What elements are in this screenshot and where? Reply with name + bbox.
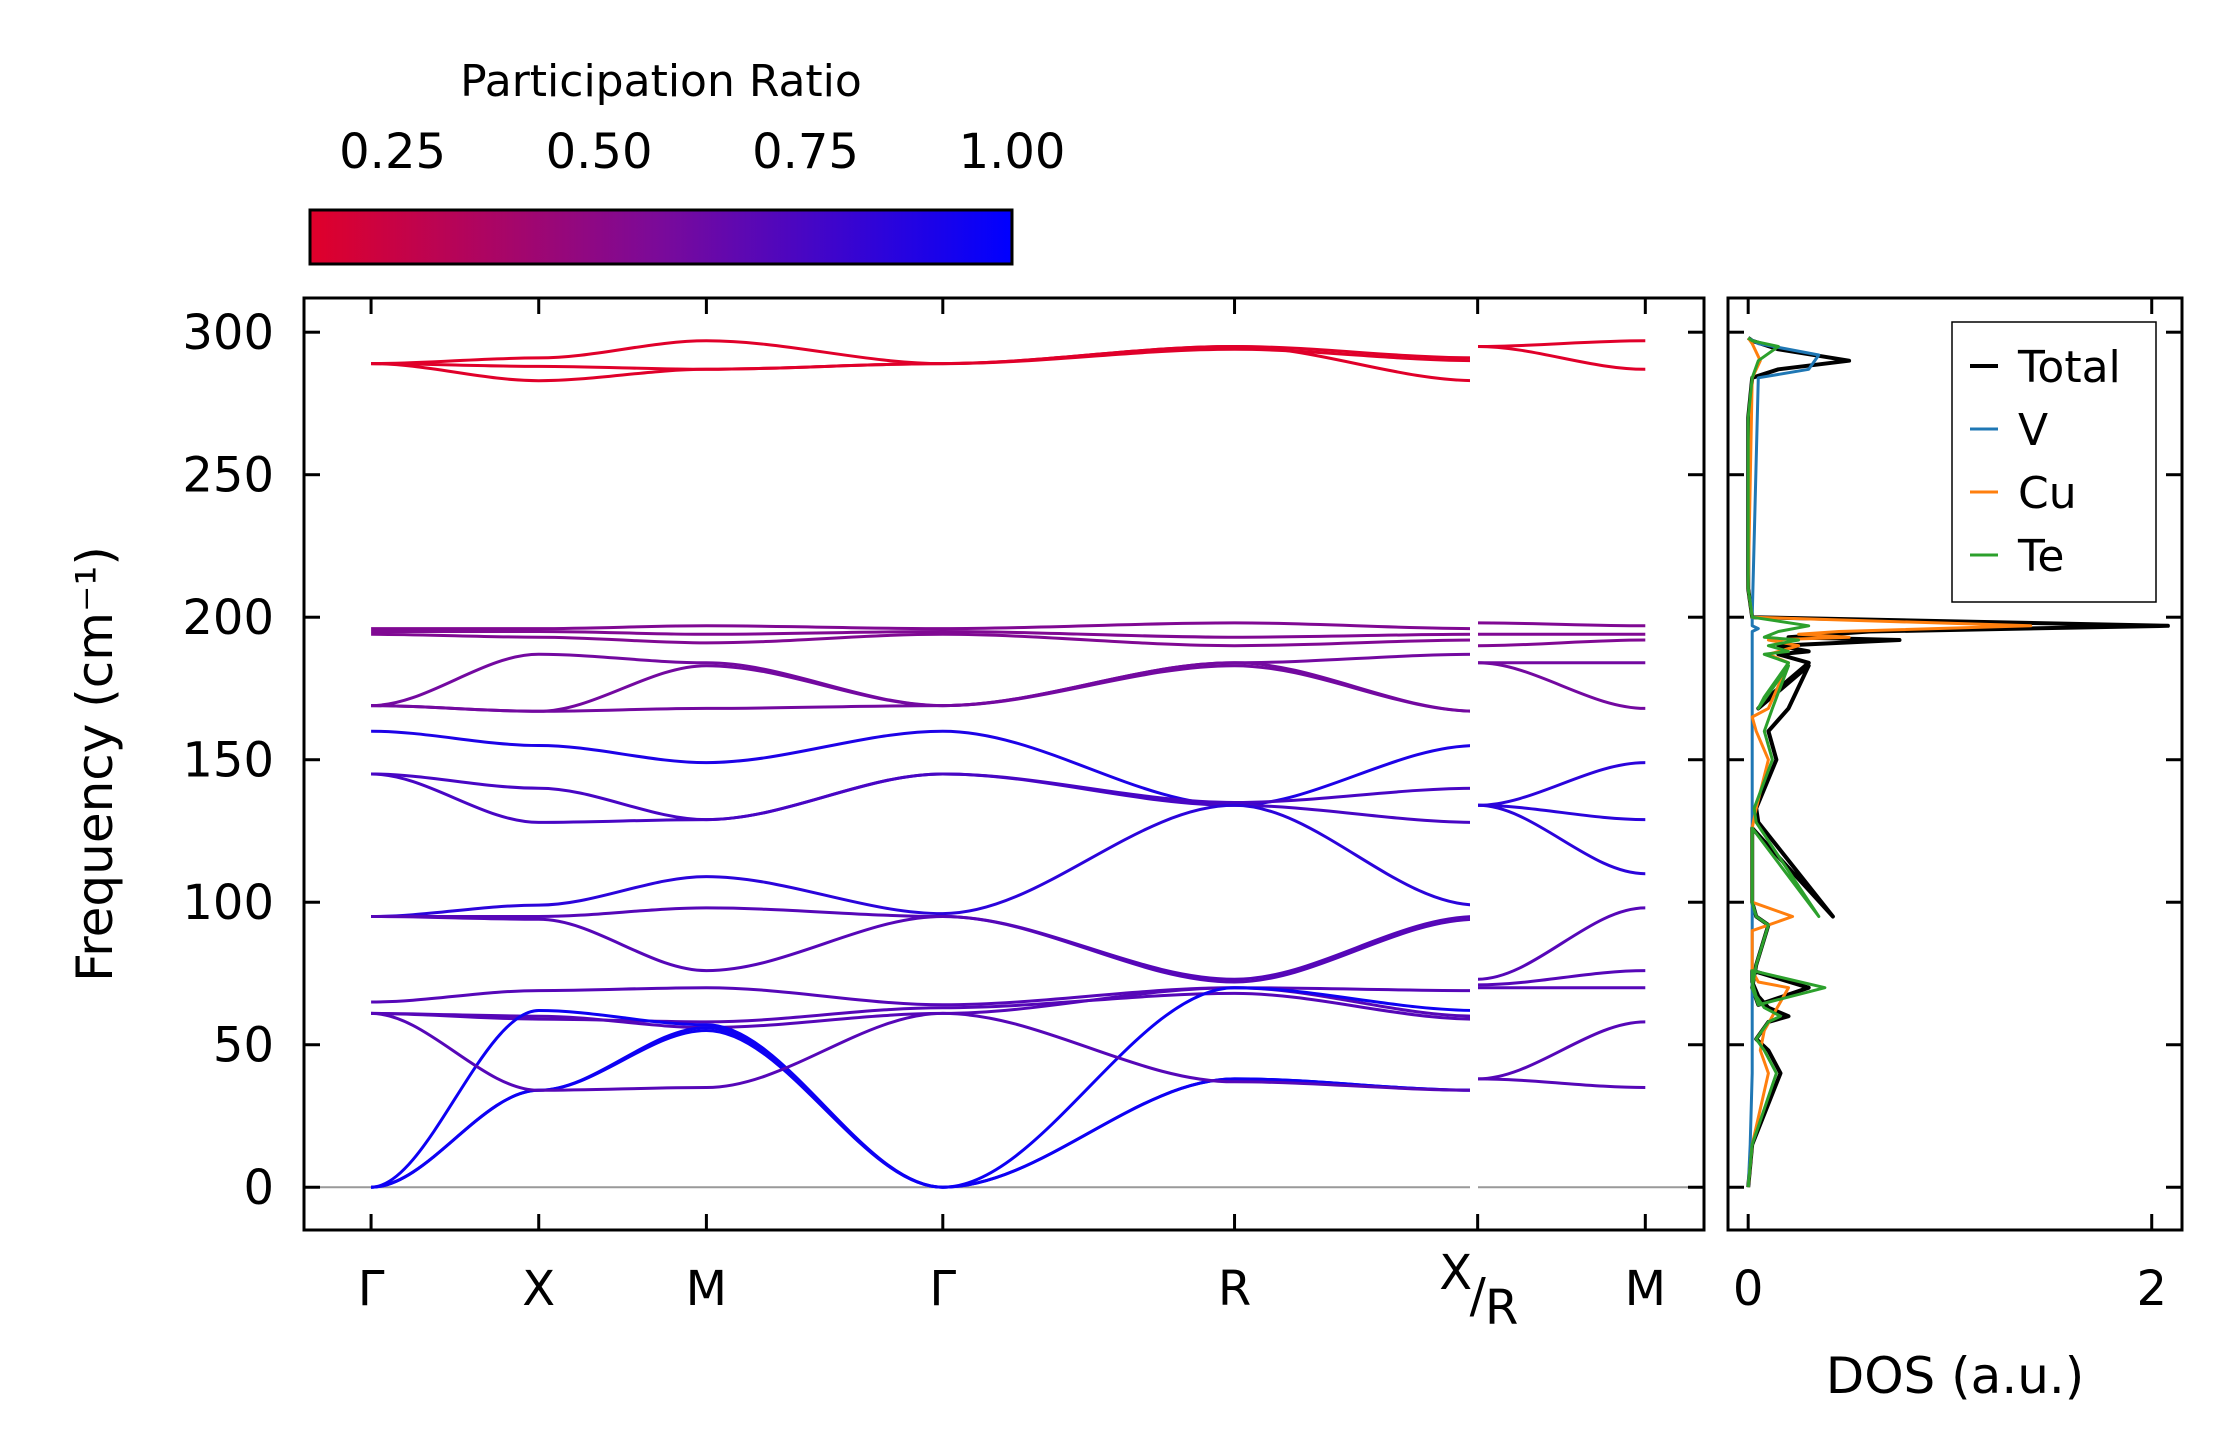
phonon-branch-6 (371, 629, 1478, 639)
phonon-branch-26 (1477, 969, 1646, 987)
dos-axis-label: DOS (a.u.) (1826, 1347, 2085, 1405)
colorbar-gradient (308, 208, 1014, 266)
legend-label-te: Te (2017, 531, 2064, 582)
y-tick-label: 50 (213, 1018, 274, 1074)
phonon-branch-7 (371, 632, 1478, 648)
k-label: M (686, 1261, 727, 1317)
y-tick-label: 300 (182, 305, 274, 361)
phonon-branch-33 (371, 1028, 1478, 1189)
dos-series-te (1746, 336, 1827, 1188)
k-label: Γ (358, 1261, 385, 1317)
colorbar-tick-label: 0.25 (339, 124, 446, 180)
phonon-branch-18 (371, 772, 1478, 824)
k-label-top: X (1439, 1245, 1472, 1301)
phonon-branch-12 (371, 661, 1478, 713)
phonon-branch-13 (371, 664, 1478, 713)
k-label: M (1625, 1261, 1666, 1317)
phonon-branch-11 (371, 652, 1478, 708)
colorbar-tick-label: 0.50 (546, 124, 653, 180)
phonon-branch-23 (371, 906, 1478, 981)
legend-label-cu: Cu (2018, 468, 2077, 519)
colorbar-ticks: 0.25 0.50 0.75 1.00 (339, 124, 1065, 264)
colorbar-tick-label: 0.75 (752, 124, 859, 180)
phonon-branch-2 (371, 347, 1478, 371)
phonon-branch-35 (1477, 1077, 1646, 1089)
k-label: R (1218, 1261, 1251, 1317)
k-label-slash: / (1470, 1268, 1487, 1324)
colorbar-tick-label: 1.00 (959, 124, 1066, 180)
y-tick-label: 200 (182, 590, 274, 646)
frequency-axis-ticks: 0 50 100 150 200 250 300 (182, 305, 1704, 1216)
k-label: Γ (929, 1261, 956, 1317)
phonon-branch-22 (371, 803, 1478, 918)
colorbar-title: Participation Ratio (460, 56, 862, 107)
phonon-branch-10 (1477, 638, 1646, 648)
phonon-bands (371, 339, 1646, 1189)
phonon-branch-36 (1477, 1020, 1646, 1081)
dos-series-v (1746, 336, 1821, 1188)
dos-axes-frame (1726, 296, 2184, 1232)
legend-label-total: Total (2017, 342, 2121, 393)
phonon-branch-34 (371, 1011, 1478, 1092)
phonon-branch-32 (371, 1026, 1478, 1189)
frequency-axis-label: Frequency (cm⁻¹) (66, 546, 124, 982)
phonon-branch-27 (371, 986, 1478, 1007)
k-label-bottom: R (1485, 1280, 1518, 1336)
phonon-branch-20 (1477, 803, 1646, 822)
phonon-branch-17 (371, 772, 1478, 822)
legend: Total V Cu Te (1951, 321, 2157, 603)
y-tick-label: 100 (182, 875, 274, 931)
phonon-branch-29 (371, 991, 1478, 1024)
colorbar: Participation Ratio 0.25 0.50 0.75 1.00 (308, 56, 1065, 266)
phonon-branch-25 (1477, 906, 1646, 981)
y-tick-label: 150 (182, 733, 274, 789)
y-tick-label: 0 (243, 1160, 274, 1216)
legend-label-v: V (2018, 405, 2048, 456)
phonon-branch-16 (371, 729, 1478, 807)
phonon-branch-8 (1477, 621, 1646, 628)
y-tick-label: 250 (182, 448, 274, 504)
phonon-branch-3 (1477, 339, 1646, 348)
phonon-branch-5 (371, 621, 1478, 631)
phonon-branch-15 (1477, 661, 1646, 710)
phonon-branch-24 (371, 914, 1478, 984)
dos-x-tick-label: 2 (2136, 1261, 2167, 1317)
kpath-axis-ticks: Γ X M Γ R X/R M (358, 298, 1666, 1336)
phonon-branch-4 (1477, 345, 1646, 371)
band-axes-frame (302, 296, 1706, 1232)
k-label: X (522, 1261, 555, 1317)
dos-x-tick-label: 0 (1733, 1261, 1764, 1317)
phonon-branch-19 (1477, 761, 1646, 807)
dos-curves (1746, 336, 2170, 1188)
phonon-branch-21 (1477, 803, 1646, 876)
